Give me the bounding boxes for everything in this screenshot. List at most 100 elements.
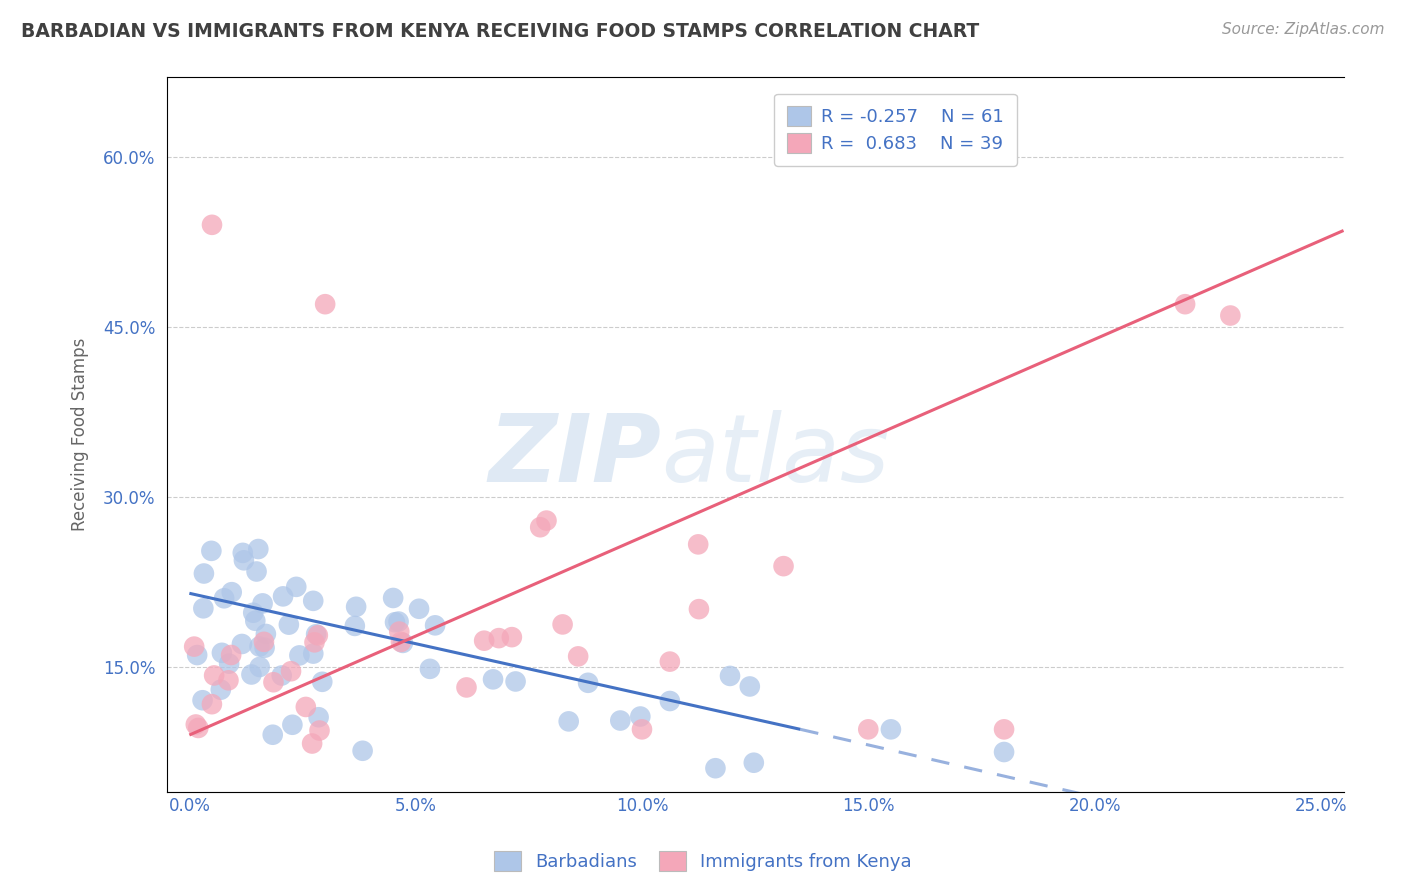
Point	[576, 675, 599, 690]
Point	[231, 637, 253, 651]
Point	[382, 591, 405, 605]
Point	[993, 745, 1015, 759]
Point	[242, 606, 264, 620]
Point	[285, 580, 308, 594]
Point	[252, 596, 274, 610]
Point	[232, 546, 254, 560]
Point	[245, 565, 267, 579]
Point	[183, 640, 205, 654]
Point	[193, 566, 215, 581]
Point	[658, 694, 681, 708]
Point	[456, 681, 478, 695]
Point	[880, 723, 903, 737]
Point	[609, 714, 631, 728]
Text: ZIP: ZIP	[488, 410, 661, 502]
Point	[308, 723, 330, 738]
Point	[219, 648, 242, 662]
Point	[187, 721, 209, 735]
Text: atlas: atlas	[661, 410, 889, 501]
Point	[247, 542, 270, 557]
Point	[343, 619, 366, 633]
Point	[352, 744, 374, 758]
Point	[482, 673, 505, 687]
Point	[392, 636, 415, 650]
Point	[423, 618, 446, 632]
Point	[307, 628, 329, 642]
Point	[501, 630, 523, 644]
Legend: R = -0.257    N = 61, R =  0.683    N = 39: R = -0.257 N = 61, R = 0.683 N = 39	[775, 94, 1017, 166]
Point	[253, 635, 276, 649]
Point	[314, 297, 336, 311]
Point	[993, 723, 1015, 737]
Point	[270, 668, 292, 682]
Point	[212, 591, 235, 606]
Point	[280, 665, 302, 679]
Point	[389, 635, 412, 649]
Point	[288, 648, 311, 663]
Point	[200, 544, 222, 558]
Point	[301, 737, 323, 751]
Point	[184, 717, 207, 731]
Point	[772, 559, 794, 574]
Point	[277, 617, 299, 632]
Point	[249, 660, 271, 674]
Point	[658, 655, 681, 669]
Point	[305, 627, 328, 641]
Point	[232, 553, 254, 567]
Point	[209, 682, 232, 697]
Point	[419, 662, 441, 676]
Point	[628, 709, 651, 723]
Point	[688, 537, 710, 551]
Point	[202, 668, 225, 682]
Point	[240, 667, 263, 681]
Point	[193, 601, 215, 615]
Point	[254, 627, 277, 641]
Point	[308, 710, 330, 724]
Point	[536, 514, 558, 528]
Point	[191, 693, 214, 707]
Point	[529, 520, 551, 534]
Text: BARBADIAN VS IMMIGRANTS FROM KENYA RECEIVING FOOD STAMPS CORRELATION CHART: BARBADIAN VS IMMIGRANTS FROM KENYA RECEI…	[21, 22, 980, 41]
Point	[304, 635, 326, 649]
Point	[302, 647, 325, 661]
Point	[311, 674, 333, 689]
Point	[472, 633, 495, 648]
Point	[388, 624, 411, 639]
Point	[211, 646, 233, 660]
Point	[245, 614, 267, 628]
Point	[688, 602, 710, 616]
Point	[551, 617, 574, 632]
Legend: Barbadians, Immigrants from Kenya: Barbadians, Immigrants from Kenya	[486, 844, 920, 879]
Point	[718, 669, 741, 683]
Point	[201, 218, 224, 232]
Point	[271, 590, 294, 604]
Point	[631, 723, 654, 737]
Point	[742, 756, 765, 770]
Point	[384, 615, 406, 630]
Point	[387, 615, 409, 629]
Point	[302, 594, 325, 608]
Point	[218, 657, 240, 671]
Point	[704, 761, 727, 775]
Point	[567, 649, 589, 664]
Point	[858, 723, 880, 737]
Point	[281, 718, 304, 732]
Point	[217, 673, 239, 688]
Text: Source: ZipAtlas.com: Source: ZipAtlas.com	[1222, 22, 1385, 37]
Point	[262, 728, 284, 742]
Y-axis label: Receiving Food Stamps: Receiving Food Stamps	[72, 338, 89, 532]
Point	[738, 680, 761, 694]
Point	[408, 601, 430, 615]
Point	[249, 640, 271, 654]
Point	[557, 714, 579, 729]
Point	[186, 648, 208, 662]
Point	[344, 599, 367, 614]
Point	[1219, 309, 1241, 323]
Point	[253, 640, 276, 655]
Point	[295, 700, 318, 714]
Point	[221, 585, 243, 599]
Point	[262, 675, 284, 690]
Point	[488, 631, 510, 645]
Point	[201, 697, 224, 711]
Point	[505, 674, 527, 689]
